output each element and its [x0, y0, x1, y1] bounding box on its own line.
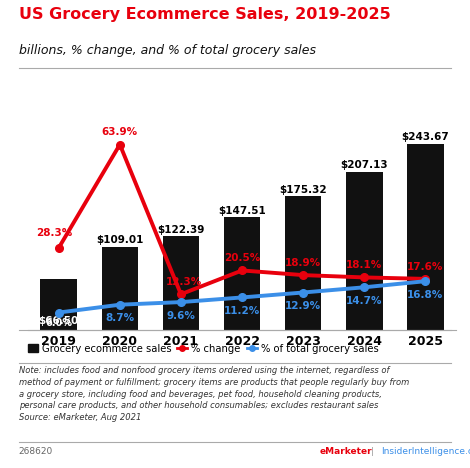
- Text: InsiderIntelligence.com: InsiderIntelligence.com: [381, 447, 470, 456]
- Text: $122.39: $122.39: [157, 225, 204, 235]
- Bar: [285, 196, 321, 330]
- Text: 17.6%: 17.6%: [407, 262, 444, 271]
- Bar: [40, 279, 77, 330]
- Text: 6.0%: 6.0%: [45, 318, 72, 329]
- Text: US Grocery Ecommerce Sales, 2019-2025: US Grocery Ecommerce Sales, 2019-2025: [19, 7, 391, 22]
- Text: 63.9%: 63.9%: [102, 127, 138, 137]
- Bar: [224, 217, 260, 330]
- Text: 11.2%: 11.2%: [224, 306, 260, 316]
- Bar: [346, 172, 383, 330]
- Text: |: |: [371, 447, 374, 456]
- Text: 9.6%: 9.6%: [166, 311, 196, 321]
- Text: $66.50: $66.50: [39, 316, 79, 326]
- Text: 8.7%: 8.7%: [105, 314, 134, 323]
- Bar: [163, 236, 199, 330]
- Bar: [102, 247, 138, 330]
- Text: 18.1%: 18.1%: [346, 260, 383, 270]
- Text: eMarketer: eMarketer: [320, 447, 372, 456]
- Text: $243.67: $243.67: [401, 132, 449, 142]
- Text: $109.01: $109.01: [96, 235, 143, 245]
- Legend: Grocery ecommerce sales, % change, % of total grocery sales: Grocery ecommerce sales, % change, % of …: [24, 340, 383, 358]
- Text: $147.51: $147.51: [218, 206, 266, 216]
- Text: 16.8%: 16.8%: [407, 290, 444, 300]
- Text: 18.9%: 18.9%: [285, 258, 321, 268]
- Text: 12.9%: 12.9%: [285, 301, 321, 311]
- Text: billions, % change, and % of total grocery sales: billions, % change, and % of total groce…: [19, 44, 316, 58]
- Text: Note: includes food and nonfood grocery items ordered using the internet, regard: Note: includes food and nonfood grocery …: [19, 366, 409, 422]
- Text: 28.3%: 28.3%: [36, 227, 72, 238]
- Text: 14.7%: 14.7%: [346, 296, 383, 306]
- Text: 12.3%: 12.3%: [166, 277, 202, 287]
- Text: 268620: 268620: [19, 447, 53, 456]
- Text: 20.5%: 20.5%: [224, 253, 260, 263]
- Text: $207.13: $207.13: [340, 160, 388, 170]
- Bar: [407, 144, 444, 330]
- Text: $175.32: $175.32: [279, 184, 327, 195]
